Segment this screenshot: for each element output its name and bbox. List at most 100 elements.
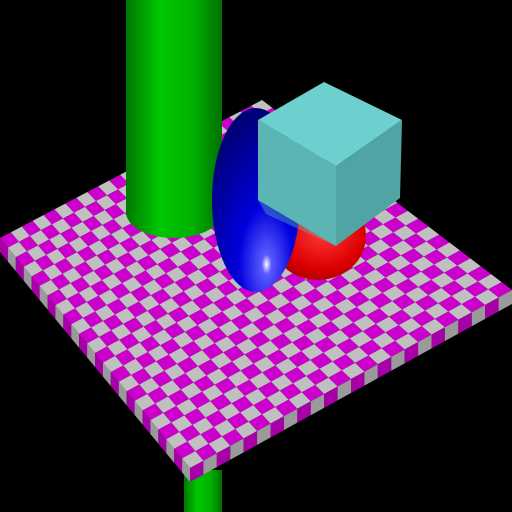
checker-tile bbox=[283, 326, 306, 343]
platform-edge-segment bbox=[190, 460, 204, 482]
checker-tile bbox=[116, 252, 137, 268]
checker-tile bbox=[395, 210, 419, 226]
checker-tile bbox=[205, 410, 227, 427]
checker-tile bbox=[195, 278, 217, 294]
checker-tile bbox=[236, 338, 258, 355]
checker-tile bbox=[29, 230, 50, 246]
checker-tile bbox=[155, 313, 177, 330]
checker-tile bbox=[225, 289, 247, 305]
checker-tile bbox=[55, 298, 76, 315]
checker-tile bbox=[330, 314, 354, 330]
checker-tile bbox=[189, 391, 211, 409]
checker-tile bbox=[253, 397, 276, 415]
checker-tile bbox=[395, 333, 419, 350]
platform-edge-segment bbox=[351, 371, 365, 393]
checker-tile bbox=[197, 401, 219, 418]
checker-tile bbox=[150, 413, 172, 430]
platform-edge-segment bbox=[134, 400, 143, 425]
checker-tile bbox=[288, 392, 311, 409]
checker-tile bbox=[179, 424, 201, 442]
checker-tile bbox=[385, 325, 409, 341]
checker-tile bbox=[127, 342, 148, 359]
checker-tile bbox=[185, 325, 207, 341]
checker-tile bbox=[213, 296, 235, 312]
checker-tile bbox=[171, 291, 193, 307]
checker-tile bbox=[435, 311, 459, 328]
platform-edge-segment bbox=[377, 356, 392, 379]
checker-tile bbox=[31, 270, 52, 286]
platform-edge-segment bbox=[337, 379, 351, 401]
checker-tile bbox=[109, 174, 130, 190]
checker-tile bbox=[378, 247, 402, 263]
checker-tile bbox=[257, 381, 280, 398]
checker-tile bbox=[323, 345, 346, 362]
checker-tile bbox=[96, 249, 117, 265]
checker-tile bbox=[244, 388, 267, 406]
checker-tile bbox=[425, 303, 449, 319]
checker-tile bbox=[385, 270, 409, 286]
checker-tile bbox=[85, 201, 105, 216]
checker-tile bbox=[38, 239, 58, 255]
checker-tile bbox=[423, 249, 448, 265]
checker-tile bbox=[204, 287, 226, 303]
checker-tile bbox=[189, 350, 211, 367]
checker-tile bbox=[428, 287, 452, 304]
checker-tile bbox=[293, 376, 316, 393]
checker-tile bbox=[347, 291, 370, 307]
checker-tile bbox=[284, 367, 307, 384]
checker-tile bbox=[340, 267, 363, 284]
checker-tile bbox=[108, 243, 129, 259]
checker-tile bbox=[104, 204, 125, 220]
checker-tile bbox=[68, 236, 89, 253]
checker-tile bbox=[138, 295, 160, 311]
platform-edge-segment bbox=[364, 364, 378, 386]
checker-tile bbox=[380, 232, 404, 248]
checker-tile bbox=[297, 359, 320, 377]
checker-tile bbox=[133, 270, 155, 286]
platform-edge-segment bbox=[270, 416, 284, 438]
checker-tile bbox=[236, 379, 258, 396]
checker-tile bbox=[181, 341, 203, 358]
checker-tile bbox=[248, 414, 271, 431]
checker-tile bbox=[375, 316, 399, 333]
checker-tile bbox=[168, 347, 190, 364]
checker-tile bbox=[150, 288, 172, 305]
checker-tile bbox=[143, 361, 165, 378]
checker-tile bbox=[293, 279, 316, 296]
checker-tile bbox=[213, 419, 236, 437]
checker-tile bbox=[193, 334, 215, 351]
checker-tile bbox=[71, 317, 92, 334]
checker-tile bbox=[32, 215, 52, 231]
checker-tile bbox=[389, 309, 412, 326]
checker-tile bbox=[240, 405, 262, 422]
platform-edge-segment bbox=[498, 290, 512, 312]
checker-tile bbox=[142, 403, 164, 421]
checker-tile bbox=[372, 277, 396, 293]
checker-tile bbox=[369, 292, 393, 309]
checker-tile bbox=[172, 373, 194, 390]
checker-tile bbox=[202, 343, 224, 360]
checker-tile bbox=[222, 429, 244, 446]
checker-tile bbox=[266, 349, 289, 366]
checker-tile bbox=[208, 436, 231, 454]
checker-tile bbox=[125, 261, 146, 277]
platform-edge-segment bbox=[0, 238, 8, 262]
checker-tile bbox=[223, 386, 245, 404]
checker-tile bbox=[143, 320, 165, 336]
checker-tile bbox=[192, 293, 214, 310]
checker-tile bbox=[111, 228, 132, 244]
checker-tile bbox=[168, 306, 189, 323]
checker-tile bbox=[366, 308, 390, 324]
checker-tile bbox=[214, 336, 237, 353]
checker-tile bbox=[454, 273, 478, 289]
checker-tile bbox=[176, 398, 198, 416]
checker-tile bbox=[251, 100, 273, 114]
checker-tile bbox=[244, 347, 267, 364]
checker-tile bbox=[107, 189, 128, 205]
checker-tile bbox=[7, 241, 27, 258]
checker-tile bbox=[390, 240, 414, 256]
checker-tile bbox=[240, 363, 263, 380]
checker-tile bbox=[115, 349, 136, 366]
checker-tile bbox=[174, 441, 196, 459]
checker-tile bbox=[398, 317, 422, 334]
